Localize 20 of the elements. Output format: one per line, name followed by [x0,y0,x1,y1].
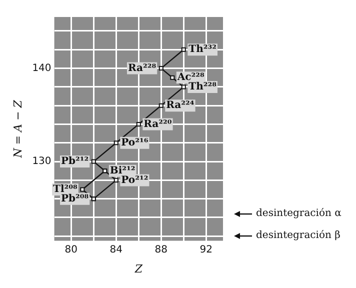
annotation: Po²¹² [121,174,148,186]
y-tick-label: 140 [32,62,52,74]
annotation: Ra²²⁰ [144,118,172,130]
x-axis-title: Z [134,262,143,276]
text: desintegración α [256,208,342,219]
text: desintegración β [256,230,340,241]
y-tick-label: 130 [32,156,52,168]
annotation: Pb²⁰⁸ [61,193,90,204]
annotation: Po²¹⁶ [121,137,149,148]
annotation: Th²³² [188,44,216,56]
annotation: Ra²²⁸ [128,62,157,74]
x-tick-label: 84 [110,244,123,256]
x-tick-label: 80 [64,244,78,256]
y-axis-title: N = A − Z [11,100,24,159]
annotation: Bi²¹² [110,165,136,176]
x-tick-label: 92 [200,244,212,256]
annotation: Ra²²⁴ [166,100,195,112]
x-tick-label: 88 [154,244,168,256]
annotation: Pb²¹² [61,156,89,168]
annotation: Th²²⁸ [188,82,218,93]
